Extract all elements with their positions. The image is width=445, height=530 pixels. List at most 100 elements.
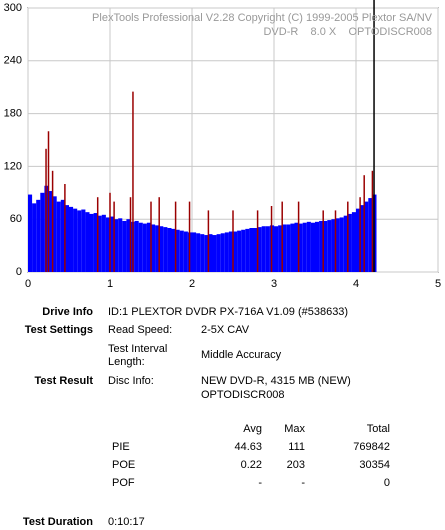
y-tick-label: 180 bbox=[4, 108, 22, 120]
bar bbox=[241, 229, 246, 272]
label: Drive Info bbox=[42, 306, 93, 318]
bar bbox=[249, 228, 254, 272]
bar bbox=[73, 208, 78, 272]
value: OPTODISCR008 bbox=[201, 389, 285, 401]
label: Test Result bbox=[34, 375, 93, 387]
key: Test Interval Length: bbox=[108, 343, 168, 368]
bar bbox=[89, 213, 94, 272]
bar bbox=[179, 230, 184, 272]
bar bbox=[331, 219, 336, 272]
value: 0:10:17 bbox=[108, 516, 145, 528]
bar bbox=[142, 223, 147, 272]
value: ID:1 PLEXTOR DVDR PX-716A V1.09 (#538633… bbox=[108, 306, 349, 318]
cell: 203 bbox=[286, 459, 305, 471]
cell: 44.63 bbox=[234, 441, 262, 453]
bar bbox=[155, 225, 160, 272]
row-label: PIE bbox=[112, 441, 130, 453]
column-header: Max bbox=[284, 423, 305, 435]
bar bbox=[200, 234, 205, 272]
y-tick-label: 240 bbox=[4, 55, 22, 67]
bar bbox=[60, 199, 65, 272]
bar bbox=[204, 235, 209, 272]
bar bbox=[224, 232, 229, 272]
bar bbox=[40, 192, 45, 272]
chart-title: PlexTools Professional V2.28 Copyright (… bbox=[92, 12, 433, 24]
label: Test Settings bbox=[24, 324, 93, 336]
bar bbox=[278, 225, 283, 272]
key: Disc Info: bbox=[108, 375, 154, 387]
bar bbox=[192, 232, 197, 272]
bar bbox=[52, 196, 57, 272]
x-tick-label: 0 bbox=[25, 278, 31, 290]
bar bbox=[335, 218, 340, 272]
bar bbox=[69, 206, 74, 272]
chart-subtitle: DVD-R 8.0 X OPTODISCR008 bbox=[263, 26, 432, 38]
x-tick-label: 1 bbox=[107, 278, 113, 290]
bar bbox=[208, 234, 213, 272]
bar bbox=[339, 217, 344, 272]
bar bbox=[97, 215, 102, 272]
bar bbox=[360, 205, 365, 272]
bar bbox=[212, 235, 217, 272]
bar bbox=[77, 210, 82, 272]
row-label: POE bbox=[112, 459, 136, 471]
bar bbox=[196, 233, 201, 272]
bar bbox=[28, 194, 33, 272]
y-tick-label: 60 bbox=[10, 213, 22, 225]
value: 2-5X CAV bbox=[201, 324, 250, 336]
bar bbox=[310, 222, 315, 272]
bar bbox=[282, 224, 287, 272]
bar bbox=[118, 218, 123, 272]
bar bbox=[183, 231, 188, 272]
key: Read Speed: bbox=[108, 324, 173, 336]
bar bbox=[327, 220, 332, 272]
cell: 769842 bbox=[353, 441, 390, 453]
row-label: POF bbox=[112, 477, 135, 489]
bar bbox=[64, 205, 69, 272]
bar bbox=[171, 228, 176, 272]
bar bbox=[85, 212, 90, 272]
bar bbox=[290, 223, 295, 272]
bar bbox=[134, 220, 139, 272]
bar bbox=[351, 212, 356, 272]
bar bbox=[159, 226, 164, 272]
bar bbox=[48, 191, 53, 272]
bar bbox=[32, 203, 37, 272]
bar bbox=[261, 226, 266, 272]
bar bbox=[294, 222, 299, 272]
bar bbox=[216, 234, 221, 272]
bar bbox=[36, 199, 41, 272]
x-tick-label: 4 bbox=[353, 278, 359, 290]
bar bbox=[114, 219, 119, 272]
bar bbox=[151, 224, 156, 272]
y-tick-label: 0 bbox=[16, 266, 22, 278]
bar bbox=[257, 227, 262, 272]
bar bbox=[93, 213, 98, 272]
bar bbox=[126, 219, 131, 272]
cell: 0 bbox=[383, 477, 390, 489]
value: NEW DVD-R, 4315 MB (NEW) bbox=[201, 375, 351, 387]
bar bbox=[175, 229, 180, 272]
bar bbox=[319, 220, 324, 272]
bar bbox=[146, 222, 151, 272]
chart: 0 60 120 180 240 300 0 1 2 3 4 5 PlexTools Professi… bbox=[4, 0, 441, 290]
bar bbox=[228, 231, 233, 272]
bar bbox=[233, 231, 238, 272]
bar bbox=[138, 222, 143, 272]
bar bbox=[110, 216, 115, 272]
x-tick-label: 5 bbox=[435, 278, 441, 290]
cell: 111 bbox=[288, 441, 305, 453]
x-tick-label: 2 bbox=[189, 278, 195, 290]
cell: 30354 bbox=[359, 459, 390, 471]
bar bbox=[302, 222, 307, 272]
bar bbox=[122, 220, 127, 272]
bar bbox=[286, 224, 291, 272]
bar bbox=[368, 198, 373, 272]
cell: - bbox=[301, 477, 305, 489]
bar bbox=[237, 230, 242, 272]
bar bbox=[265, 226, 270, 272]
x-tick-label: 3 bbox=[271, 278, 277, 290]
bar bbox=[306, 221, 311, 272]
bar bbox=[245, 228, 250, 272]
